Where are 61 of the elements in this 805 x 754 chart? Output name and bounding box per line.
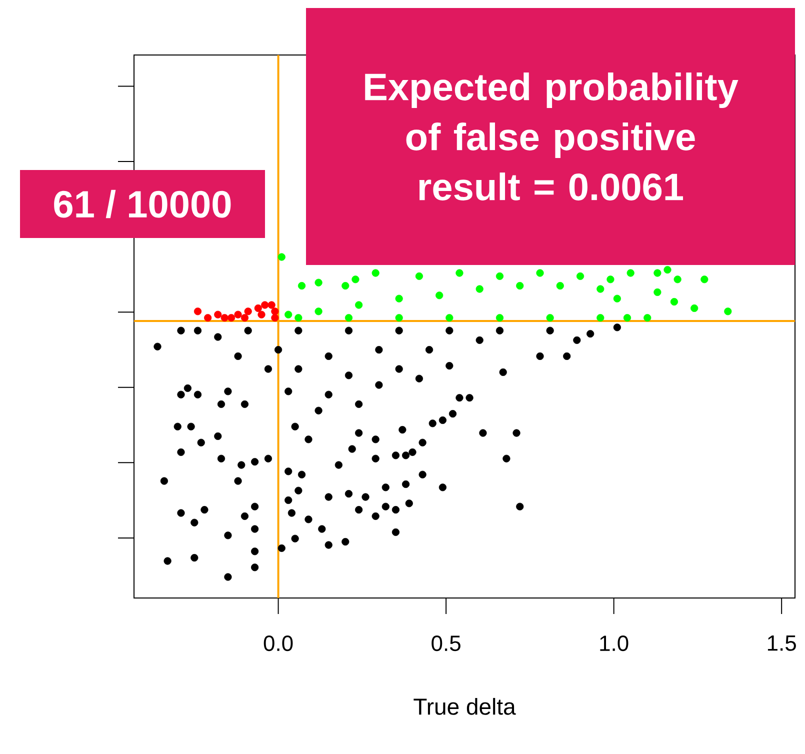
x-tick-label: 0.0: [264, 636, 293, 652]
point: [674, 276, 682, 284]
point: [261, 301, 269, 309]
point: [314, 308, 322, 316]
x-tick-label: 0.5: [432, 636, 460, 652]
point: [516, 282, 524, 290]
point: [355, 301, 363, 309]
point: [664, 266, 672, 274]
point: [576, 272, 584, 280]
point: [294, 314, 302, 322]
point: [670, 298, 678, 306]
point: [395, 294, 403, 302]
point: [284, 310, 292, 318]
point: [626, 269, 634, 277]
point: [654, 288, 662, 296]
point: [654, 269, 662, 277]
point: [234, 310, 242, 318]
text: 61 / 10000: [54, 190, 231, 218]
point: [724, 308, 732, 316]
point: [596, 285, 604, 293]
x-axis-title: True delta: [414, 698, 516, 715]
point: [344, 314, 353, 322]
point: [268, 301, 276, 309]
point: [228, 314, 236, 322]
point: [536, 269, 544, 277]
point: [258, 310, 266, 318]
point: [496, 272, 504, 280]
point: [700, 276, 708, 284]
point: [314, 278, 322, 286]
point: [606, 276, 614, 284]
point: [372, 269, 380, 277]
point: [456, 269, 464, 277]
point: [244, 308, 252, 316]
point: [204, 314, 212, 322]
point: [220, 314, 228, 322]
point: [278, 253, 286, 261]
point: [395, 314, 403, 322]
point: [240, 314, 249, 322]
point: [271, 308, 279, 316]
point: [546, 314, 554, 322]
point: [342, 282, 350, 290]
point: [613, 294, 621, 302]
x-tick-label: 1.5: [768, 636, 796, 651]
point: [496, 314, 504, 322]
point: [436, 292, 444, 300]
point: [298, 282, 306, 290]
point: [446, 314, 454, 322]
point: [415, 272, 424, 280]
point: [254, 304, 262, 312]
point: [644, 314, 652, 322]
point: [690, 304, 698, 312]
point: [476, 285, 484, 293]
point: [596, 314, 604, 322]
point: [556, 282, 564, 290]
point: [623, 314, 632, 322]
point: [352, 276, 360, 284]
point: [194, 308, 202, 316]
text: Expected probability of false positive result = 0.0061: [365, 72, 738, 200]
point: [271, 314, 279, 322]
point: [214, 310, 222, 318]
x-tick-label: 1.0: [600, 636, 628, 652]
